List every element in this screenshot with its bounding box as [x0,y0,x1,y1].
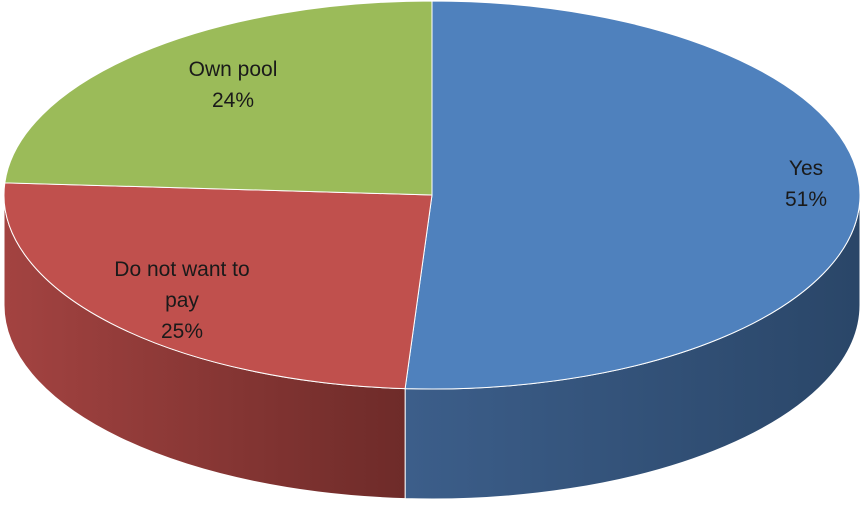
slice-label-1: Do not want to pay 25% [114,258,249,343]
pie-slice-2 [4,0,433,196]
slice-label-0: Yes 51% [785,157,827,211]
pie-tops [3,0,861,390]
pie-labels: Yes 51% Do not want to pay 25% Own pool 24% [114,58,827,343]
pie-slice-1 [3,182,433,390]
slice-label-2: Own pool 24% [189,58,278,112]
pie-slice-0 [404,0,861,390]
